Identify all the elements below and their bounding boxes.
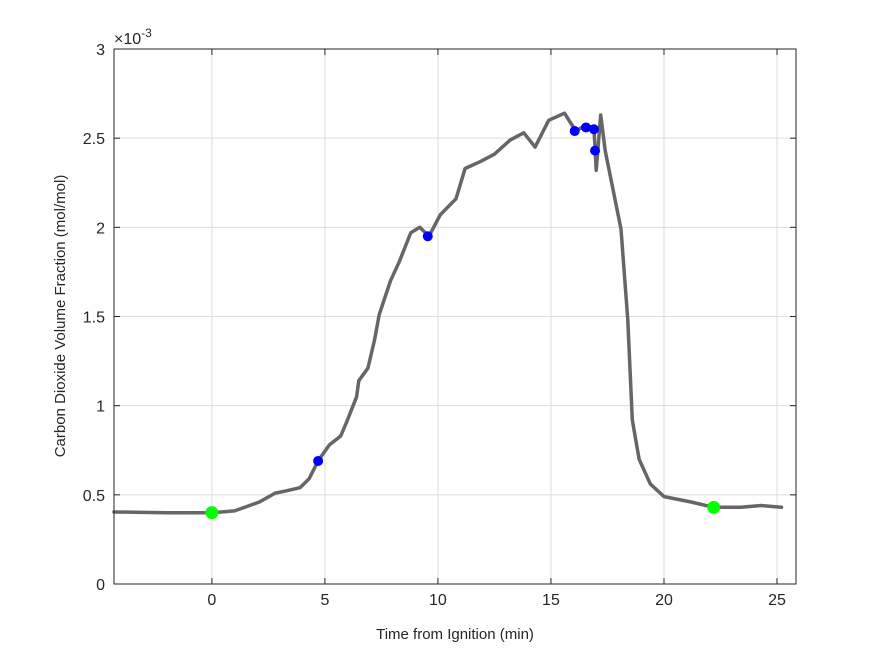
y-tick-label: 1 (96, 399, 105, 416)
y-tick-label: 0 (96, 577, 105, 594)
y-axis-label: Carbon Dioxide Volume Fraction (mol/mol) (52, 175, 69, 458)
x-axis-label: Time from Ignition (min) (376, 626, 534, 643)
y-tick-label: 0.5 (83, 488, 105, 505)
x-tick-label: 0 (207, 592, 216, 609)
data-marker (205, 506, 219, 520)
data-marker (580, 122, 591, 133)
x-tick-label: 20 (655, 592, 673, 609)
series-layer (112, 111, 784, 515)
x-tick-label: 10 (429, 592, 447, 609)
ticks: 0 5 10 15 20 25 0 0.5 1 1.5 2 2.5 3 (83, 42, 796, 609)
y-multiplier-exponent: -3 (141, 26, 152, 40)
data-marker (569, 126, 580, 137)
data-marker (422, 231, 433, 242)
x-tick-label: 15 (542, 592, 560, 609)
y-multiplier: ×10-3 (114, 26, 152, 48)
x-tick-label: 25 (768, 592, 786, 609)
grid (114, 49, 796, 584)
y-tick-label: 1.5 (83, 310, 105, 327)
data-marker (313, 455, 324, 466)
co2-series-line (112, 111, 784, 515)
data-marker (590, 145, 601, 156)
data-marker (707, 500, 721, 514)
y-tick-label: 3 (96, 42, 105, 59)
y-multiplier-base: ×10 (114, 31, 141, 48)
markers-layer (205, 122, 721, 520)
x-tick-label: 5 (320, 592, 329, 609)
y-tick-label: 2 (96, 220, 105, 237)
y-tick-label: 2.5 (83, 131, 105, 148)
data-marker (588, 124, 599, 135)
